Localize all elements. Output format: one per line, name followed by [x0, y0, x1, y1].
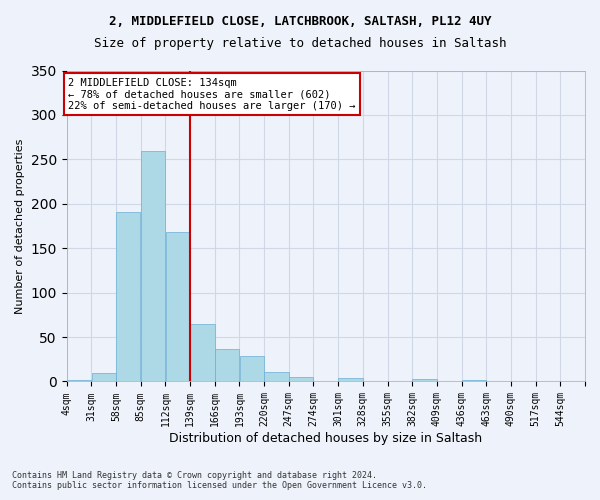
Y-axis label: Number of detached properties: Number of detached properties [15, 138, 25, 314]
Bar [265, 372, 289, 382]
Text: Size of property relative to detached houses in Saltash: Size of property relative to detached ho… [94, 38, 506, 51]
X-axis label: Distribution of detached houses by size in Saltash: Distribution of detached houses by size … [169, 432, 482, 445]
Bar [67, 380, 91, 382]
Bar [289, 377, 313, 382]
Bar [560, 380, 585, 382]
Bar [462, 380, 486, 382]
Bar [116, 212, 140, 382]
Bar [190, 324, 215, 382]
Bar [166, 232, 190, 382]
Text: 2 MIDDLEFIELD CLOSE: 134sqm
← 78% of detached houses are smaller (602)
22% of se: 2 MIDDLEFIELD CLOSE: 134sqm ← 78% of det… [68, 78, 356, 111]
Bar [239, 356, 264, 382]
Bar [338, 378, 362, 382]
Text: Contains HM Land Registry data © Crown copyright and database right 2024.
Contai: Contains HM Land Registry data © Crown c… [12, 470, 427, 490]
Bar [412, 379, 437, 382]
Text: 2, MIDDLEFIELD CLOSE, LATCHBROOK, SALTASH, PL12 4UY: 2, MIDDLEFIELD CLOSE, LATCHBROOK, SALTAS… [109, 15, 491, 28]
Bar [141, 152, 165, 382]
Bar [92, 374, 116, 382]
Bar [215, 348, 239, 382]
